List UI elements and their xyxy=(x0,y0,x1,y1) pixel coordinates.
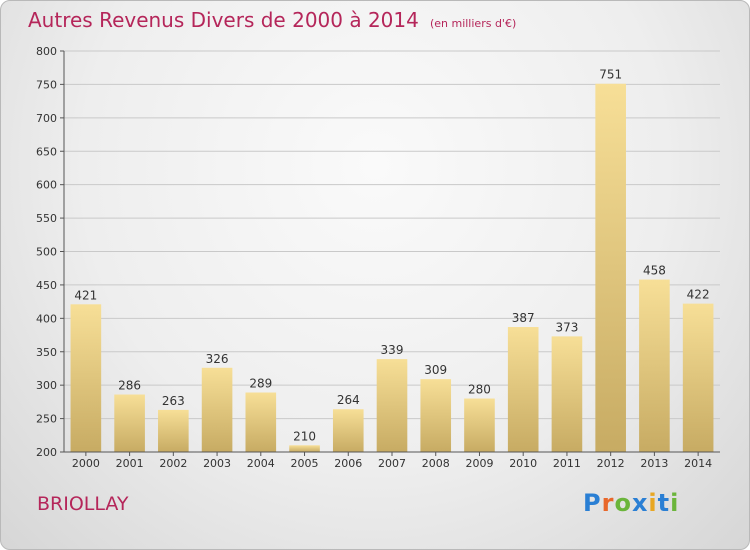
value-label-2000: 421 xyxy=(74,288,97,302)
value-label-2011: 373 xyxy=(555,320,578,334)
logo-letter: i xyxy=(648,489,658,517)
logo-letter: P xyxy=(583,489,602,517)
bar-2011 xyxy=(551,336,583,452)
y-tick-label: 350 xyxy=(36,346,57,359)
bar-2007 xyxy=(376,359,408,452)
bar-2012 xyxy=(595,83,626,452)
logo-letter: x xyxy=(631,489,649,517)
bars: 421 286 263 326 289 210 264 339 309 280 387 373 751 4… xyxy=(70,68,714,452)
logo-letter: t xyxy=(657,489,671,517)
y-tick-label: 450 xyxy=(36,279,57,292)
value-label-2007: 339 xyxy=(381,343,404,357)
value-label-2008: 309 xyxy=(424,363,447,377)
value-label-2012: 751 xyxy=(599,68,622,82)
bar-2001 xyxy=(114,394,145,452)
logo-letter: o xyxy=(614,489,632,517)
y-tick-label: 600 xyxy=(36,179,57,192)
y-tick-label: 300 xyxy=(36,379,57,392)
chart-subtitle: (en milliers d'€) xyxy=(429,17,517,30)
logo-letter: i xyxy=(670,489,680,517)
x-tick-label-2012: 2012 xyxy=(597,457,625,470)
value-label-2013: 458 xyxy=(643,264,666,278)
title-block: Autres Revenus Divers de 2000 à 2014 (en… xyxy=(28,8,516,32)
x-tick-label-2004: 2004 xyxy=(247,457,275,470)
y-tick-label: 500 xyxy=(36,246,57,259)
bar-2000 xyxy=(70,304,102,452)
value-label-2003: 326 xyxy=(206,352,229,366)
value-label-2006: 264 xyxy=(337,393,360,407)
value-label-2001: 286 xyxy=(118,379,141,393)
x-tick-label-2011: 2011 xyxy=(553,457,581,470)
bar-2005 xyxy=(289,445,320,452)
value-label-2009: 280 xyxy=(468,383,491,397)
axes: 200 250 300 350 400 450 500 550 600 650 700 750 800 2… xyxy=(36,45,720,470)
y-tick-label: 400 xyxy=(36,312,57,325)
logo-letter: r xyxy=(601,489,615,517)
x-tick-label-2009: 2009 xyxy=(465,457,493,470)
bar-2003 xyxy=(201,367,233,452)
x-tick-label-2001: 2001 xyxy=(116,457,144,470)
y-tick-label: 550 xyxy=(36,212,57,225)
bar-2006 xyxy=(332,409,364,452)
bar-2013 xyxy=(639,279,670,452)
proxiti-logo[interactable]: Proxiti xyxy=(583,489,679,517)
y-tick-label: 200 xyxy=(36,446,57,459)
value-label-2002: 263 xyxy=(162,394,185,408)
chart-title: Autres Revenus Divers de 2000 à 2014 xyxy=(28,8,419,32)
value-label-2005: 210 xyxy=(293,429,316,443)
bar-2008 xyxy=(420,379,452,452)
value-label-2004: 289 xyxy=(249,377,272,391)
bar-2010 xyxy=(507,327,539,452)
x-tick-label-2005: 2005 xyxy=(291,457,319,470)
y-tick-label: 800 xyxy=(36,45,57,58)
value-label-2014: 422 xyxy=(687,288,710,302)
bar-2004 xyxy=(245,392,277,452)
bar-2002 xyxy=(158,409,189,452)
bar-2014 xyxy=(682,303,714,452)
place-name: BRIOLLAY xyxy=(37,493,129,515)
x-tick-label-2008: 2008 xyxy=(422,457,450,470)
bar-2009 xyxy=(464,398,495,452)
y-tick-label: 700 xyxy=(36,112,57,125)
value-label-2010: 387 xyxy=(512,311,535,325)
x-tick-label-2010: 2010 xyxy=(509,457,537,470)
y-tick-label: 650 xyxy=(36,145,57,158)
y-tick-label: 750 xyxy=(36,78,57,91)
x-tick-label-2014: 2014 xyxy=(684,457,712,470)
y-tick-label: 250 xyxy=(36,413,57,426)
x-tick-label-2006: 2006 xyxy=(334,457,362,470)
x-tick-label-2003: 2003 xyxy=(203,457,231,470)
x-tick-label-2000: 2000 xyxy=(72,457,100,470)
x-tick-label-2013: 2013 xyxy=(640,457,668,470)
x-tick-label-2007: 2007 xyxy=(378,457,406,470)
x-tick-label-2002: 2002 xyxy=(159,457,187,470)
